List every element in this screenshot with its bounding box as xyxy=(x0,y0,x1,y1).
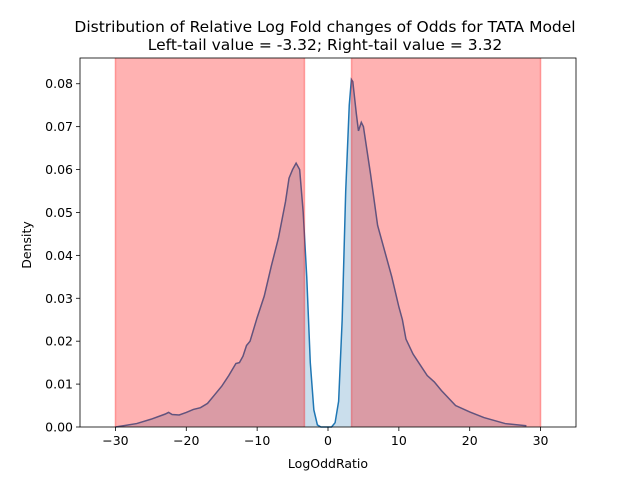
tail-region-left xyxy=(115,58,305,427)
y-tick-label: 0.07 xyxy=(45,119,73,134)
axes: −30 −20 −10 0 10 20 30 0.00 0.01 0.02 0.03 0.04 0.05… xyxy=(45,57,577,448)
y-tick-label: 0.05 xyxy=(45,205,73,220)
plot-area xyxy=(114,58,542,428)
y-tick-label: 0.00 xyxy=(45,420,73,435)
x-tick-label: 10 xyxy=(391,433,407,448)
y-axis-label: Density xyxy=(19,221,34,269)
x-axis-label: LogOddRatio xyxy=(288,456,368,471)
chart-subtitle: Left-tail value = -3.32; Right-tail valu… xyxy=(148,36,503,54)
x-tick-label: 30 xyxy=(533,433,549,448)
tail-region-right xyxy=(351,58,541,427)
y-tick-label: 0.02 xyxy=(45,334,73,349)
y-tick-label: 0.08 xyxy=(45,76,73,91)
x-tick-label: −20 xyxy=(173,433,199,448)
y-tick-label: 0.06 xyxy=(45,162,73,177)
x-tick-label: −30 xyxy=(102,433,128,448)
y-tick-label: 0.04 xyxy=(45,248,73,263)
x-tick-label: 0 xyxy=(324,433,332,448)
chart-title-group: Distribution of Relative Log Fold change… xyxy=(74,18,575,54)
y-tick-label: 0.01 xyxy=(45,377,73,392)
y-tick-label: 0.03 xyxy=(45,291,73,306)
x-tick-label: 20 xyxy=(462,433,478,448)
kde-line xyxy=(115,77,527,428)
x-tick-label: −10 xyxy=(244,433,270,448)
chart-title: Distribution of Relative Log Fold change… xyxy=(74,18,575,36)
